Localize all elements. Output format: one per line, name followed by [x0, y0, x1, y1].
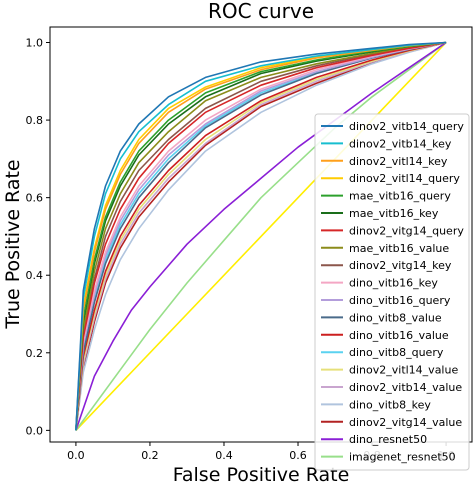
legend-label: dino_vitb8_query: [349, 346, 444, 359]
series-line: [75, 41, 447, 431]
legend-label: dinov2_vitb14_key: [349, 137, 452, 150]
x-tick-label: 0.4: [215, 449, 233, 462]
legend-label: dino_vitb8_key: [349, 398, 431, 411]
y-tick-label: 0.6: [26, 192, 44, 205]
legend-label: dinov2_vitg14_query: [349, 224, 464, 237]
legend-label: dino_vitb8_value: [349, 311, 442, 324]
legend-label: dino_vitb16_key: [349, 277, 438, 290]
legend-label: imagenet_resnet50: [349, 451, 456, 464]
x-tick-label: 0.2: [141, 449, 159, 462]
legend: dinov2_vitb14_query dinov2_vitb14_keydino…: [314, 113, 470, 471]
legend-box: [314, 113, 470, 471]
y-tick-label: 0.2: [26, 347, 44, 360]
legend-label: mae_vitb16_query: [349, 190, 451, 203]
series-line: [75, 41, 447, 431]
y-axis-ticks: 0.0 0.2 0.4 0.6 0.8 1.0: [26, 37, 50, 437]
series-line: [75, 41, 447, 431]
series-layer: [75, 41, 447, 431]
legend-label: dinov2_vitl14_value: [349, 364, 458, 377]
plot-frame: [49, 26, 473, 443]
legend-label: dinov2_vitb14_value: [349, 381, 462, 394]
series-line: [75, 41, 447, 431]
x-tick-label: 0.0: [67, 449, 85, 462]
y-tick-label: 0.4: [26, 269, 44, 282]
y-tick-label: 1.0: [26, 37, 44, 50]
legend-label: dinov2_vitl14_query: [349, 172, 460, 185]
series-line: [75, 41, 447, 431]
series-line: [75, 41, 447, 431]
series-line: [75, 41, 447, 431]
chart-title: ROC curve: [208, 0, 314, 23]
series-line: [75, 41, 447, 431]
legend-label: dinov2_vitg14_key: [349, 259, 452, 272]
x-axis-label: False Positive Rate: [173, 464, 350, 484]
series-line: [75, 41, 447, 431]
y-tick-label: 0.0: [26, 424, 44, 437]
legend-label: dinov2_vitl14_key: [349, 155, 448, 168]
legend-label: dino_vitb16_query: [349, 294, 451, 307]
y-tick-label: 0.8: [26, 114, 44, 127]
x-tick-label: 0.6: [289, 449, 307, 462]
legend-label: mae_vitb16_key: [349, 207, 439, 220]
legend-label: dinov2_vitb14_query: [349, 120, 464, 133]
legend-label: dino_resnet50: [349, 433, 427, 446]
series-line: [75, 41, 447, 431]
legend-label: mae_vitb16_value: [349, 242, 449, 255]
legend-label: dino_vitb16_value: [349, 329, 449, 342]
series-line: [75, 41, 447, 431]
legend-label: dinov2_vitg14_value: [349, 416, 462, 429]
y-axis-label: True Positive Rate: [2, 159, 24, 329]
